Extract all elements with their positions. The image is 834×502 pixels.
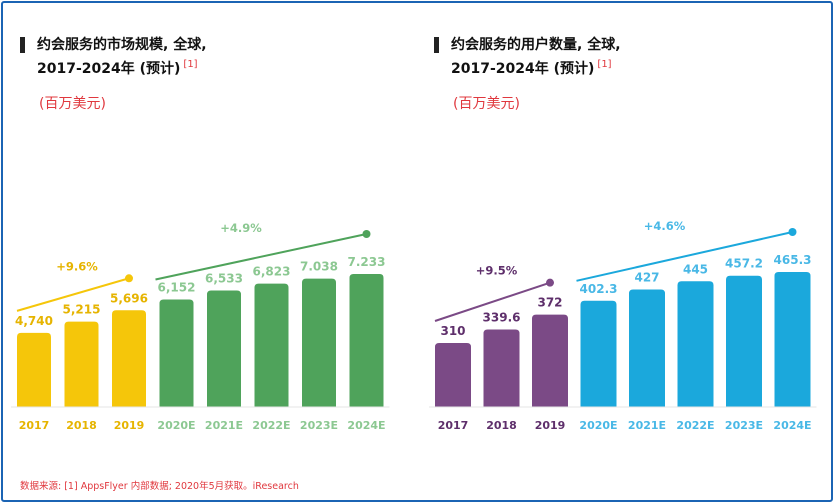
title-marker — [434, 37, 439, 53]
value-label-2020E: 402.3 — [580, 282, 618, 296]
value-label-2024E: 465.3 — [774, 253, 812, 267]
growth-line-end-dot — [125, 274, 133, 283]
category-label-2023E: 2023E — [300, 419, 338, 432]
category-label-2018: 2018 — [486, 419, 517, 432]
growth-rate-forecast: +4.6% — [644, 219, 686, 233]
value-label-2022E: 6,823 — [253, 265, 291, 279]
chart-title-line2: 2017-2024年 (预计) [1] — [451, 58, 612, 78]
value-label-2020E: 6,152 — [158, 281, 196, 295]
category-label-2017: 2017 — [438, 419, 469, 432]
growth-rate-historical: +9.5% — [476, 264, 518, 278]
source-footnote: 数据来源: [1] AppsFlyer 内部数据; 2020年5月获取。iRes… — [20, 481, 299, 492]
bar-2022E — [254, 283, 289, 407]
chart-title-years: 2017-2024年 (预计) — [37, 61, 181, 77]
bar-2022E — [677, 281, 714, 407]
user-count-panel: 约会服务的用户数量, 全球, 2017-2024年 (预计) [1] (百万美元)… — [417, 3, 827, 443]
bar-2021E — [629, 289, 665, 407]
category-label-2024E: 2024E — [347, 419, 385, 432]
category-label-2019: 2019 — [114, 419, 145, 432]
unit-label: (百万美元) — [453, 96, 520, 112]
value-label-2017: 4,740 — [15, 314, 53, 328]
bar-2020E — [159, 299, 194, 407]
chart-title-line2: 2017-2024年 (预计) [1] — [37, 58, 198, 78]
value-label-2023E: 7.038 — [300, 260, 338, 274]
growth-line-forecast — [576, 231, 793, 282]
value-label-2024E: 7.233 — [348, 255, 386, 269]
category-label-2022E: 2022E — [676, 419, 714, 432]
unit-label: (百万美元) — [39, 96, 106, 112]
chart-title-years: 2017-2024年 (预计) — [451, 61, 595, 77]
category-label-2019: 2019 — [535, 419, 566, 432]
growth-rate-historical: +9.6% — [56, 259, 98, 273]
bar-2017 — [435, 342, 471, 407]
bar-2019 — [532, 314, 568, 407]
bar-2019 — [112, 310, 146, 407]
growth-line-end-dot — [788, 228, 797, 236]
chart-title-line1: 约会服务的市场规模, 全球, — [37, 37, 207, 53]
bar-2021E — [207, 290, 241, 407]
bar-2018 — [64, 321, 99, 407]
bar-2024E — [349, 274, 384, 407]
value-label-2018: 339.6 — [483, 310, 521, 324]
market-size-panel: 约会服务的市场规模, 全球, 2017-2024年 (预计) [1] (百万美元)… — [3, 3, 413, 443]
value-label-2022E: 445 — [683, 262, 708, 276]
bar-2018 — [483, 329, 520, 407]
category-label-2022E: 2022E — [252, 419, 290, 432]
bar-2020E — [580, 300, 617, 407]
value-label-2023E: 457.2 — [725, 257, 763, 271]
category-label-2020E: 2020E — [157, 419, 195, 432]
category-label-2018: 2018 — [66, 419, 97, 432]
bar-2023E — [726, 275, 762, 407]
growth-line-historical — [434, 281, 551, 322]
growth-line-end-dot — [362, 230, 371, 238]
market-size-bar-chart: 4,740 2017 5,215 2018 5,696 2019 6,152 2020E 6,5… — [11, 221, 390, 432]
reference-marker: [1] — [597, 59, 612, 71]
growth-line-end-dot — [546, 278, 554, 287]
growth-rate-forecast: +4.9% — [220, 221, 262, 235]
category-label-2017: 2017 — [19, 419, 50, 432]
category-label-2024E: 2024E — [773, 419, 811, 432]
user-count-bar-chart: 310 2017 339.6 2018 372 2019 402.3 2020E 427 2021… — [429, 219, 817, 432]
reference-marker: [1] — [183, 59, 198, 71]
bar-2023E — [302, 278, 336, 407]
chart-title-line1: 约会服务的用户数量, 全球, — [451, 37, 621, 53]
value-label-2021E: 427 — [634, 271, 659, 285]
category-label-2021E: 2021E — [628, 419, 666, 432]
category-label-2020E: 2020E — [579, 419, 617, 432]
value-label-2019: 372 — [537, 296, 562, 310]
bar-2017 — [17, 332, 51, 407]
growth-line-historical — [16, 277, 130, 312]
value-label-2021E: 6,533 — [205, 272, 243, 286]
value-label-2017: 310 — [440, 324, 465, 338]
title-marker — [20, 37, 25, 53]
value-label-2019: 5,696 — [110, 291, 148, 305]
bar-2024E — [774, 272, 811, 407]
category-label-2023E: 2023E — [725, 419, 763, 432]
growth-line-forecast — [155, 233, 367, 281]
value-label-2018: 5,215 — [63, 303, 101, 317]
category-label-2021E: 2021E — [205, 419, 243, 432]
